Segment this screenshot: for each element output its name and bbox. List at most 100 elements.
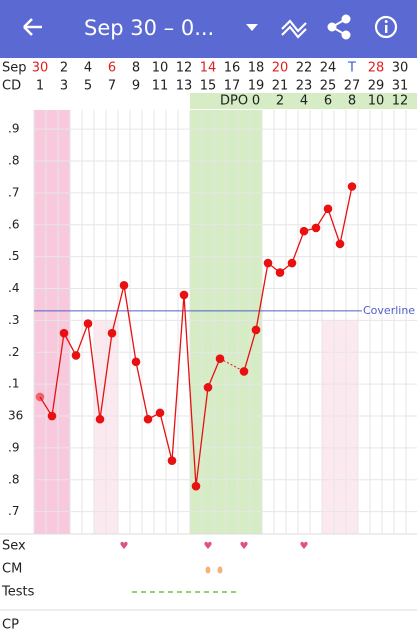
y-tick-label: .8	[8, 154, 19, 168]
temperature-point	[323, 204, 333, 214]
temperature-point	[203, 383, 213, 392]
date-label: 4	[84, 61, 92, 76]
date-label: T	[347, 61, 356, 76]
date-label: 20	[272, 61, 289, 76]
svg-text:♥: ♥	[120, 541, 129, 552]
title[interactable]: Sep 30 – 0...	[84, 16, 214, 40]
svg-text:♥: ♥	[240, 541, 249, 552]
date-label: 24	[320, 61, 337, 76]
temperature-point	[59, 328, 69, 338]
temperature-point	[215, 354, 225, 363]
dpo-label: DPO	[220, 94, 248, 109]
spotting-column	[322, 320, 358, 534]
dpo-value: 6	[324, 94, 332, 109]
temperature-point	[167, 456, 177, 465]
y-tick-label: .8	[8, 472, 19, 486]
temperature-point	[119, 281, 129, 290]
y-tick-label: 36	[8, 409, 23, 423]
temperature-line	[39, 285, 221, 487]
date-label: 6	[108, 61, 116, 76]
coverline-label: Coverline	[363, 304, 415, 317]
cycle-day-label: 19	[248, 79, 265, 94]
date-label: 10	[152, 61, 169, 76]
temperature-point	[347, 182, 357, 191]
date-label: 18	[248, 61, 265, 76]
temperature-point	[239, 367, 249, 376]
date-label: 14	[200, 61, 217, 76]
dpo-value: 2	[276, 94, 284, 109]
cycle-day-label: 31	[392, 79, 409, 94]
svg-text:♥: ♥	[204, 541, 213, 552]
date-label: 16	[224, 61, 241, 76]
chart-mode-button[interactable]	[281, 19, 307, 39]
y-tick-label: .7	[8, 504, 19, 518]
cycle-day-label: 13	[176, 79, 193, 94]
y-tick-label: .7	[8, 185, 19, 199]
info-button[interactable]	[374, 15, 398, 39]
date-label: 30	[392, 61, 409, 76]
row-label: CP	[2, 618, 19, 633]
date-label: 30	[32, 61, 49, 76]
date-label: 22	[296, 61, 313, 76]
sex-markers: ♥ ♥ ♥ ♥	[120, 541, 309, 552]
temperature-point	[287, 258, 297, 268]
temperature-point	[179, 290, 189, 300]
temperature-point	[47, 411, 57, 421]
temperature-point	[275, 268, 285, 277]
y-tick-label: .1	[8, 377, 19, 391]
dpo-value: 4	[300, 94, 308, 109]
cycle-day-label: 27	[344, 79, 361, 94]
date-label: 28	[368, 61, 385, 76]
cycle-day-label: 3	[60, 79, 68, 94]
y-tick-label: .9	[8, 440, 19, 454]
date-label: 12	[176, 61, 193, 76]
dpo-row	[190, 93, 417, 109]
temperature-point	[107, 328, 117, 338]
temperature-point	[83, 319, 93, 328]
date-label: 2	[60, 61, 68, 76]
temperature-point	[143, 414, 153, 424]
y-tick-label: .9	[8, 122, 19, 136]
y-tick-label: .5	[8, 249, 19, 263]
back-button[interactable]	[23, 18, 42, 36]
temperature-point	[191, 481, 201, 491]
dpo-value: 0	[252, 94, 260, 109]
temperature-point	[311, 223, 321, 233]
temperature-point	[155, 408, 165, 418]
y-tick-label: .3	[8, 313, 19, 327]
cycle-day-label: 15	[200, 79, 217, 94]
dpo-value: 8	[348, 94, 356, 109]
temperature-line	[243, 186, 353, 372]
dpo-value: 10	[368, 94, 385, 109]
app-bar	[0, 0, 417, 58]
svg-text:♥: ♥	[300, 541, 309, 552]
temperature-point	[71, 351, 81, 360]
share-button[interactable]	[327, 14, 351, 40]
temperature-point	[35, 392, 45, 402]
temperature-point	[95, 414, 105, 424]
dpo-value: 12	[392, 94, 409, 109]
cm-markers	[205, 566, 223, 574]
temperature-point	[131, 357, 141, 367]
temperature-point	[335, 239, 345, 249]
cycle-day-label: 9	[132, 79, 140, 94]
cd-label: CD	[2, 79, 21, 94]
period-band	[34, 110, 70, 534]
y-tick-label: .6	[8, 217, 19, 231]
cycle-day-label: 1	[36, 79, 44, 94]
date-label: 8	[132, 61, 140, 76]
y-tick-label: .4	[8, 281, 19, 295]
row-label: Sex	[2, 539, 26, 554]
cycle-day-label: 25	[320, 79, 337, 94]
cycle-day-label: 29	[368, 79, 385, 94]
row-label: Tests	[1, 585, 35, 600]
cycle-day-label: 23	[296, 79, 313, 94]
cycle-day-label: 17	[224, 79, 241, 94]
temperature-point	[263, 258, 273, 268]
dropdown[interactable]	[246, 24, 258, 31]
temperature-point	[251, 325, 261, 335]
temperature-point	[299, 226, 309, 236]
cycle-day-label: 21	[272, 79, 289, 94]
month-label: Sep	[2, 61, 27, 76]
